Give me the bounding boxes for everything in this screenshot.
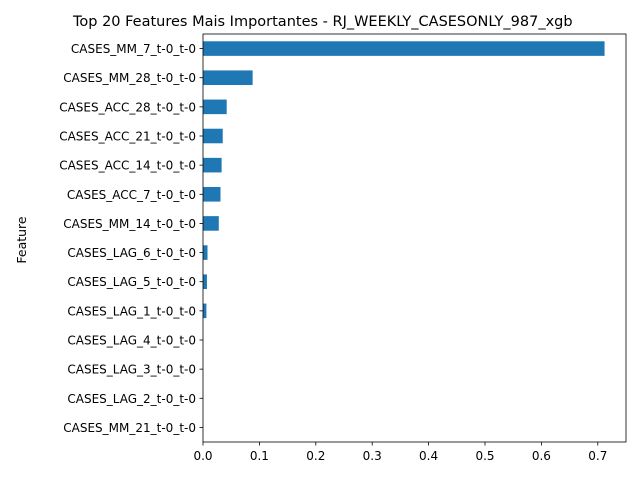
bar-CASES_MM_7_t-0_t-0 (203, 41, 605, 56)
bar-CASES_ACC_21_t-0_t-0 (203, 128, 223, 144)
y-tick-label: CASES_LAG_3_t-0_t-0 (67, 363, 196, 377)
bar-CASES_ACC_7_t-0_t-0 (203, 187, 221, 202)
y-tick-label: CASES_MM_28_t-0_t-0 (63, 71, 196, 85)
y-tick-label: CASES_LAG_2_t-0_t-0 (67, 392, 196, 406)
bar-CASES_ACC_14_t-0_t-0 (203, 157, 222, 173)
y-tick-label: CASES_LAG_5_t-0_t-0 (67, 275, 196, 289)
y-tick-layer: CASES_MM_7_t-0_t-0 CASES_MM_28_t-0_t-0 CAS… (59, 42, 203, 435)
x-tick-label: 0.5 (475, 449, 494, 463)
bars-layer (203, 41, 605, 319)
y-axis-label: Feature (14, 216, 29, 264)
bar-CASES_MM_28_t-0_t-0 (203, 70, 253, 85)
x-tick-label: 0.4 (419, 449, 438, 463)
y-tick-label: CASES_ACC_7_t-0_t-0 (67, 188, 196, 202)
plot-area-border (202, 33, 627, 443)
x-tick-layer: 0.0 0.1 0.2 0.3 0.4 0.5 0.6 0.7 (193, 442, 607, 463)
x-tick-label: 0.7 (588, 449, 607, 463)
y-tick-label: CASES_MM_7_t-0_t-0 (71, 42, 196, 56)
bar-CASES_LAG_6_t-0_t-0 (203, 245, 208, 260)
x-tick-label: 0.0 (193, 449, 212, 463)
y-tick-label: CASES_ACC_28_t-0_t-0 (59, 100, 196, 114)
chart-title: Top 20 Features Mais Importantes - RJ_WE… (72, 14, 573, 30)
bar-CASES_MM_14_t-0_t-0 (203, 216, 219, 231)
y-tick-label: CASES_LAG_4_t-0_t-0 (67, 334, 196, 348)
axes-frame (202, 33, 627, 443)
bar-CASES_LAG_1_t-0_t-0 (203, 303, 207, 319)
x-tick-label: 0.2 (306, 449, 325, 463)
y-tick-label: CASES_LAG_1_t-0_t-0 (67, 304, 196, 318)
y-tick-label: CASES_ACC_21_t-0_t-0 (59, 130, 196, 144)
x-tick-label: 0.3 (363, 449, 382, 463)
y-tick-label: CASES_MM_14_t-0_t-0 (63, 217, 196, 231)
bar-CASES_ACC_28_t-0_t-0 (203, 99, 227, 115)
bar-CASES_LAG_5_t-0_t-0 (203, 274, 207, 289)
y-tick-label: CASES_LAG_6_t-0_t-0 (67, 246, 196, 260)
x-tick-label: 0.1 (250, 449, 269, 463)
y-tick-label: CASES_ACC_14_t-0_t-0 (59, 159, 196, 173)
y-tick-label: CASES_MM_21_t-0_t-0 (63, 421, 196, 435)
x-tick-label: 0.6 (532, 449, 551, 463)
